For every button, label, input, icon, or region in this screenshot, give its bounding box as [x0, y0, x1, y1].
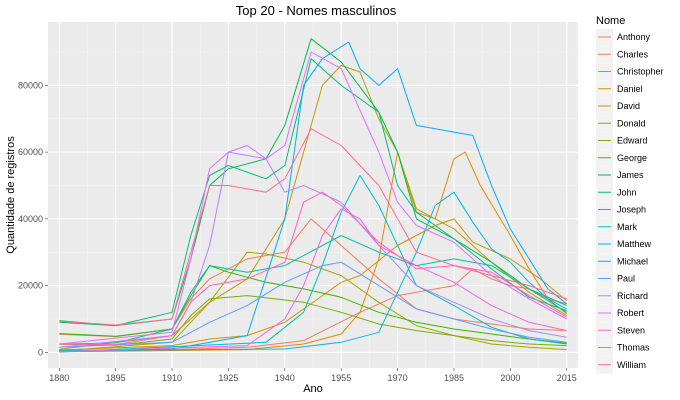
x-axis-title: Ano: [303, 383, 323, 395]
series-line-richard: [59, 151, 567, 348]
legend-label: Anthony: [617, 32, 651, 42]
legend-label: George: [617, 153, 647, 163]
legend-label: John: [617, 187, 637, 197]
legend-label: Robert: [617, 308, 645, 318]
x-tick-label: 1970: [388, 373, 408, 383]
axes: 1880 1895 1910 1925 1940 1955 1970 1985 2000 2015…: [18, 80, 577, 383]
legend-label: Paul: [617, 274, 635, 284]
legend-title: Nome: [596, 15, 625, 27]
y-tick-label: 0: [38, 347, 43, 357]
legend-label: William: [617, 360, 646, 370]
legend-label: Mark: [617, 222, 637, 232]
grid-lines: [48, 22, 578, 368]
series-line-edward: [59, 295, 567, 347]
chart-title: Top 20 - Nomes masculinos: [236, 3, 397, 18]
series-line-paul: [59, 261, 567, 348]
legend-label: Steven: [617, 325, 645, 335]
y-axis-title: Quantidade de registros: [5, 136, 17, 254]
legend-label: Daniel: [617, 84, 643, 94]
legend: Nome Anthony Charles Christopher Daniel Davi…: [596, 15, 664, 374]
y-tick-label: 80000: [18, 80, 43, 90]
series-line-michael: [59, 41, 568, 353]
legend-label: James: [617, 170, 644, 180]
legend-label: Michael: [617, 256, 648, 266]
legend-label: David: [617, 101, 640, 111]
x-tick-label: 1895: [106, 373, 126, 383]
series-line-george: [59, 265, 567, 344]
legend-label: Charles: [617, 49, 649, 59]
x-tick-label: 1985: [444, 373, 464, 383]
legend-label: Donald: [617, 118, 646, 128]
series-line-john: [59, 58, 567, 327]
series-line-robert: [59, 51, 567, 345]
legend-label: Edward: [617, 136, 648, 146]
legend-label: Joseph: [617, 205, 646, 215]
series-line-christopher: [59, 151, 568, 353]
series-line-donald: [59, 251, 567, 352]
series-line-charles: [59, 218, 567, 338]
y-tick-label: 20000: [18, 281, 43, 291]
legend-label: Richard: [617, 291, 648, 301]
series-line-james: [59, 38, 567, 327]
series-line-steven: [59, 208, 567, 353]
series-line-thomas: [59, 191, 567, 346]
x-tick-label: 2015: [557, 373, 577, 383]
series-lines: [59, 38, 568, 353]
y-tick-label: 40000: [18, 214, 43, 224]
legend-label: Thomas: [617, 343, 650, 353]
series-line-david: [59, 64, 567, 350]
y-tick-label: 60000: [18, 147, 43, 157]
x-tick-label: 1925: [218, 373, 238, 383]
x-tick-label: 1955: [331, 373, 351, 383]
series-line-william: [59, 128, 567, 326]
legend-label: Christopher: [617, 67, 664, 77]
x-tick-label: 1910: [162, 373, 182, 383]
legend-label: Matthew: [617, 239, 652, 249]
x-tick-label: 2000: [500, 373, 520, 383]
series-line-joseph: [59, 235, 567, 345]
x-tick-label: 1880: [49, 373, 69, 383]
series-line-mark: [59, 175, 567, 353]
series-line-matthew: [59, 191, 567, 352]
x-tick-label: 1940: [275, 373, 295, 383]
